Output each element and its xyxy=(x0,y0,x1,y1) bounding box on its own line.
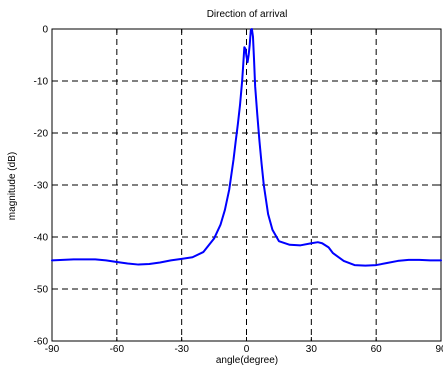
grid xyxy=(52,29,441,341)
y-tick-label: -20 xyxy=(34,129,49,140)
x-tick-labels: -90 -60 -30 0 30 60 90 xyxy=(45,344,443,355)
x-tick-label: -60 xyxy=(110,344,125,355)
x-tick-label: 90 xyxy=(435,344,443,355)
y-tick-label: -10 xyxy=(34,77,49,88)
y-axis-label: magnitude (dB) xyxy=(7,152,18,220)
x-tick-label: 0 xyxy=(244,344,250,355)
y-tick-label: -40 xyxy=(34,233,49,244)
series-line xyxy=(51,28,442,267)
axis-ticks xyxy=(51,28,442,342)
x-tick-label: 60 xyxy=(371,344,383,355)
x-tick-label: -90 xyxy=(45,344,60,355)
y-tick-label: -30 xyxy=(34,181,49,192)
x-tick-label: 30 xyxy=(306,344,318,355)
x-axis-label: angle(degree) xyxy=(216,355,278,366)
y-tick-label: -60 xyxy=(34,337,49,348)
y-tick-labels: 0 -10 -20 -30 -40 -50 -60 xyxy=(34,25,49,348)
x-tick-label: -30 xyxy=(174,344,189,355)
y-tick-label: 0 xyxy=(42,25,48,36)
y-tick-label: -50 xyxy=(34,285,49,296)
chart-title: Direction of arrival xyxy=(207,9,288,20)
